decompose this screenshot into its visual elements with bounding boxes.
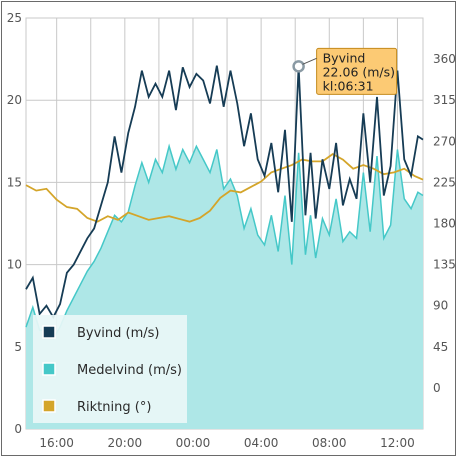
- chart-frame: 0 5 10 15 20 25 16:00 20:00 00:00 04:00 08:00 12:00…: [1, 1, 456, 456]
- byvind-line: [25, 65, 424, 320]
- y-right-tick-label: 360: [433, 52, 456, 66]
- x-tick-label: 00:00: [176, 436, 211, 450]
- x-tick-label: 16:00: [39, 436, 74, 450]
- y-left-tick-label: 5: [14, 340, 22, 354]
- y-right-tick-label: 90: [433, 299, 448, 313]
- tooltip-series: Byvind: [323, 50, 366, 65]
- y-right-tick-label: 315: [433, 93, 456, 107]
- legend-label-byvind: Byvind (m/s): [77, 326, 160, 341]
- y-right-tick-label: 225: [433, 175, 456, 189]
- x-tick-label: 20:00: [108, 436, 143, 450]
- tooltip: Byvind 22.06 (m/s) kl:06:31: [302, 47, 398, 95]
- legend-box: [33, 315, 187, 423]
- y-left-tick-label: 0: [14, 422, 22, 436]
- y-right-tick-label: 270: [433, 134, 456, 148]
- y-left-tick-label: 15: [7, 175, 22, 189]
- legend-swatch-byvind: [42, 325, 56, 339]
- medelvind-line: [25, 143, 424, 340]
- y-left-tick-label: 20: [7, 93, 22, 107]
- x-tick-label: 04:00: [244, 436, 279, 450]
- legend-item-riktning[interactable]: Riktning (°): [42, 399, 151, 415]
- legend-label-medelvind: Medelvind (m/s): [77, 363, 182, 378]
- tooltip-pointer: [302, 57, 317, 65]
- x-tick-label: 12:00: [380, 436, 415, 450]
- y-left-tick-label: 10: [7, 258, 22, 272]
- tooltip-time: kl:06:31: [323, 78, 374, 93]
- legend-label-riktning: Riktning (°): [77, 400, 151, 415]
- x-tick-label: 08:00: [312, 436, 347, 450]
- y-left-tick-label: 25: [7, 11, 22, 25]
- y-right-tick-label: 45: [433, 340, 448, 354]
- axes: 0 5 10 15 20 25 16:00 20:00 00:00 04:00 08:00 12:00…: [7, 11, 456, 450]
- legend: Byvind (m/s) Medelvind (m/s) Riktning (°…: [33, 315, 187, 423]
- legend-swatch-medelvind: [42, 362, 56, 376]
- tooltip-marker: [292, 60, 305, 73]
- legend-item-byvind[interactable]: Byvind (m/s): [42, 325, 160, 341]
- tooltip-value: 22.06 (m/s): [323, 64, 395, 79]
- y-right-tick-label: 0: [433, 381, 441, 395]
- legend-swatch-riktning: [42, 399, 56, 413]
- y-right-tick-label: 180: [433, 217, 456, 231]
- y-right-tick-label: 135: [433, 258, 456, 272]
- tooltip-box: [316, 47, 398, 95]
- legend-item-medelvind[interactable]: Medelvind (m/s): [42, 362, 182, 378]
